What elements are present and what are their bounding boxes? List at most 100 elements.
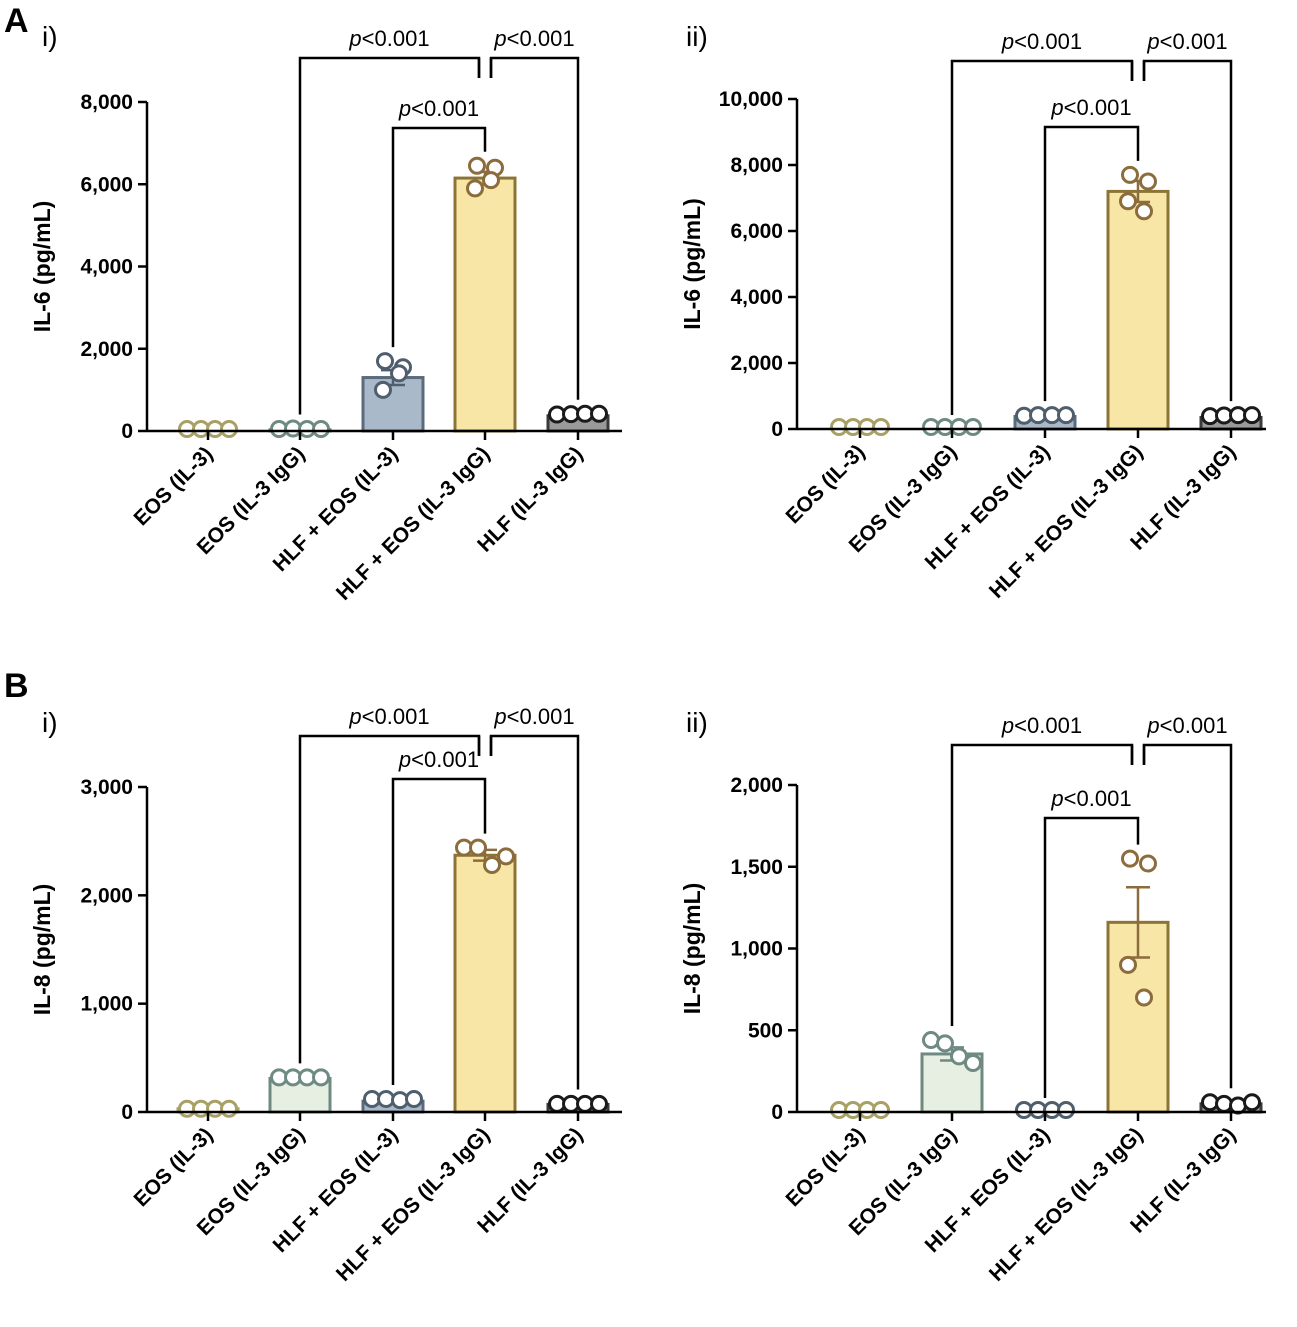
y-tick-label: 2,000 <box>80 338 133 361</box>
data-point <box>1243 406 1261 425</box>
x-tick-label: EOS (IL-3) <box>129 442 217 530</box>
y-tick-label: 0 <box>771 1101 783 1124</box>
p-value-label: p<0.001 <box>348 704 429 729</box>
bar <box>1106 189 1170 431</box>
p-value-label: p<0.001 <box>1001 29 1082 54</box>
p-value-label: p<0.001 <box>493 26 574 51</box>
p-symbol: p <box>348 26 361 51</box>
chart-b-ii: ii) IL-8 (pg/mL) 0 500 1,000 1,500 2,000 EOS (I… <box>679 707 1266 1286</box>
x-tick-label: EOS (IL-3) <box>781 1123 869 1211</box>
data-point <box>1119 955 1137 974</box>
data-point <box>1057 406 1075 425</box>
y-tick-label: 1,000 <box>730 938 783 961</box>
data-point <box>1121 849 1139 868</box>
data-point <box>1121 165 1139 184</box>
y-tick-label: 2,000 <box>80 884 133 907</box>
data-point <box>405 1090 423 1108</box>
data-point <box>390 364 408 383</box>
y-axis-label: IL-8 (pg/mL) <box>29 884 55 1016</box>
y-tick-label: 4,000 <box>80 256 133 279</box>
data-point <box>872 418 890 436</box>
data-point <box>1119 192 1137 211</box>
p-threshold: <0.001 <box>411 747 479 772</box>
p-value-label: p<0.001 <box>1146 713 1227 738</box>
p-symbol: p <box>493 704 506 729</box>
p-symbol: p <box>1050 95 1063 120</box>
significance-bracket: p <0.001 <box>950 29 1134 415</box>
p-value-label: p<0.001 <box>348 26 429 51</box>
x-tick-label: EOS (IL-3) <box>129 1123 217 1211</box>
p-value-label: p<0.001 <box>1001 713 1082 738</box>
y-tick-label: 8,000 <box>730 154 783 177</box>
y-tick-label: 500 <box>748 1019 783 1042</box>
chart-a-ii: ii) IL-6 (pg/mL) 0 2,000 4,000 6,000 8,000 10,0… <box>679 21 1266 603</box>
bracket-line <box>391 777 487 1085</box>
y-tick-label: 8,000 <box>80 91 133 114</box>
y-tick-label: 10,000 <box>719 88 783 111</box>
p-symbol: p <box>1001 713 1014 738</box>
y-tick-label: 6,000 <box>730 220 783 243</box>
p-symbol: p <box>398 96 411 121</box>
p-symbol: p <box>493 26 506 51</box>
significance-bracket: p<0.001 <box>950 713 1134 1027</box>
y-axis-label: IL-8 (pg/mL) <box>679 883 705 1015</box>
data-point <box>964 418 982 436</box>
data-point <box>1243 1093 1261 1112</box>
bracket-line <box>1043 125 1140 402</box>
x-tick-label: HLF + EOS (IL-3 IgG) <box>332 1123 495 1286</box>
x-tick-label: HLF + EOS (IL-3 IgG) <box>985 1123 1148 1286</box>
p-value-label: p<0.001 <box>493 704 574 729</box>
data-point <box>1139 854 1157 873</box>
p-threshold: <0.001 <box>1064 786 1132 811</box>
y-tick-label: 0 <box>121 420 133 443</box>
data-point <box>482 171 500 190</box>
y-axis-label: IL-6 (pg/mL) <box>679 198 705 330</box>
data-point <box>483 856 501 874</box>
p-threshold: <0.001 <box>1160 713 1228 738</box>
sublabel: i) <box>42 21 58 52</box>
y-tick-label: 0 <box>121 1101 133 1124</box>
p-symbol: p <box>348 704 361 729</box>
data-point <box>872 1101 890 1119</box>
p-value-label: p<0.001 <box>1146 29 1227 54</box>
chart-b-i: i) IL-8 (pg/mL) 0 1,000 2,000 3,000 EOS (IL-3)… <box>29 704 622 1286</box>
data-point <box>964 1053 982 1072</box>
p-threshold: <0.001 <box>362 26 430 51</box>
significance-bracket: p<0.001 <box>1043 95 1140 402</box>
p-threshold: <0.001 <box>1014 713 1082 738</box>
bar <box>361 376 425 433</box>
panel-letter-b: B <box>4 667 29 705</box>
p-threshold: <0.001 <box>362 704 430 729</box>
p-symbol: p <box>1146 713 1159 738</box>
significance-bracket: p<0.001 <box>391 96 487 348</box>
data-point <box>1057 1101 1075 1119</box>
p-threshold: <0.001 <box>1014 29 1082 54</box>
p-symbol: p <box>1146 29 1159 54</box>
y-axis-label: IL-6 (pg/mL) <box>29 201 55 333</box>
data-point <box>1135 988 1153 1007</box>
x-tick-label: HLF + EOS (IL-3 IgG) <box>332 442 495 605</box>
y-tick-label: 1,000 <box>80 993 133 1016</box>
significance-bracket: p<0.001 <box>489 26 580 400</box>
bracket-line <box>1043 816 1140 1098</box>
data-point <box>220 1099 238 1118</box>
data-point <box>1139 172 1157 191</box>
data-point <box>469 838 487 857</box>
p-value-label: p<0.001 <box>398 96 479 121</box>
p-symbol: p <box>398 747 411 772</box>
y-tick-label: 6,000 <box>80 173 133 196</box>
data-point <box>590 404 608 423</box>
data-point <box>312 1068 330 1087</box>
p-threshold: <0.001 <box>507 704 575 729</box>
chart-a-i: i) IL-6 (pg/mL) 0 2,000 4,000 6,000 8,000 EOS (… <box>29 21 622 605</box>
significance-bracket: p<0.001 <box>1043 786 1140 1098</box>
p-threshold: <0.001 <box>1160 29 1228 54</box>
y-tick-label: 4,000 <box>730 286 783 309</box>
data-point <box>374 380 392 399</box>
bracket-line <box>298 734 481 1064</box>
bracket-line <box>391 126 487 348</box>
data-point <box>590 1094 608 1113</box>
sublabel: i) <box>42 707 58 738</box>
bar <box>453 853 517 1114</box>
